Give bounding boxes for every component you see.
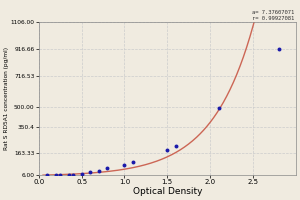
Point — [66, 173, 71, 176]
Point — [173, 145, 178, 148]
Y-axis label: Rat S RD5A1 concentration (pg/ml): Rat S RD5A1 concentration (pg/ml) — [4, 47, 9, 150]
Point — [88, 171, 92, 174]
Text: a= 7.37607071
r= 0.99927081: a= 7.37607071 r= 0.99927081 — [252, 10, 294, 21]
Point — [276, 47, 281, 50]
Point — [79, 172, 84, 175]
Point — [45, 174, 50, 177]
Point — [58, 173, 62, 177]
Point — [216, 106, 221, 110]
Point — [96, 170, 101, 173]
Point — [122, 163, 127, 167]
Point — [70, 173, 75, 176]
Point — [105, 167, 110, 170]
Point — [130, 161, 135, 164]
Point — [165, 148, 170, 151]
Point — [53, 174, 58, 177]
X-axis label: Optical Density: Optical Density — [133, 187, 202, 196]
